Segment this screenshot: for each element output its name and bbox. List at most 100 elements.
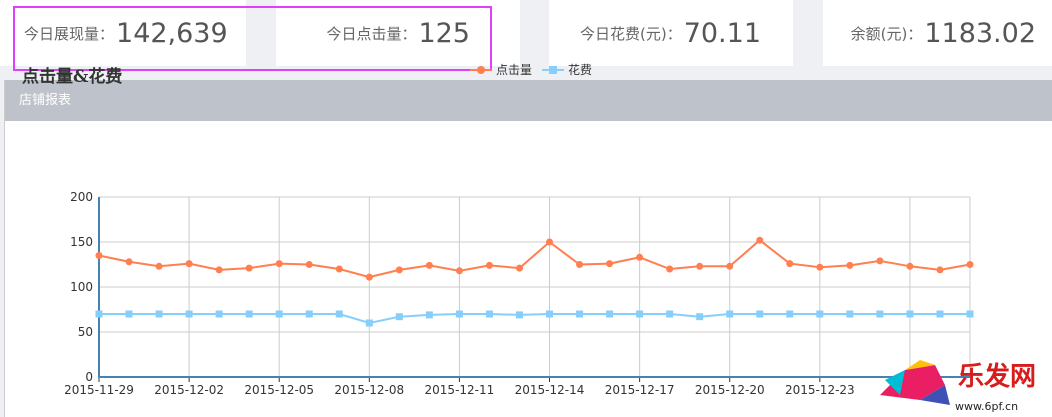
x-tick-label: 2015-12-20 — [695, 383, 765, 397]
legend-label: 花费 — [568, 63, 593, 77]
data-point — [846, 261, 854, 269]
data-point — [425, 261, 433, 269]
data-point — [696, 313, 704, 321]
data-point — [95, 310, 103, 318]
data-point — [606, 310, 614, 318]
watermark-url: www.6pf.cn — [955, 400, 1018, 413]
data-point — [185, 260, 193, 268]
data-point — [756, 236, 764, 244]
stat-balance: 余额(元)： 1183.02 — [823, 0, 1052, 66]
data-point — [515, 264, 523, 272]
data-point — [335, 265, 343, 273]
data-point — [245, 310, 253, 318]
data-point — [906, 310, 914, 318]
stat-value: 125 — [418, 17, 470, 49]
stat-label: 今日展现量： — [24, 24, 115, 43]
x-tick-label: 2015-12-23 — [785, 383, 855, 397]
legend-item-clicks[interactable]: 点击量 — [470, 61, 532, 78]
data-point — [215, 310, 223, 318]
x-tick-label: 2015-12-11 — [425, 383, 495, 397]
store-report-panel: 店铺报表 — [4, 80, 1052, 417]
data-point — [485, 310, 493, 318]
data-point — [606, 260, 614, 268]
stat-cost: 今日花费(元)： 70.11 — [549, 0, 793, 66]
data-point — [485, 261, 493, 269]
data-point — [966, 261, 974, 268]
data-point — [756, 310, 764, 318]
data-point — [425, 311, 433, 319]
stat-impressions: 今日展现量： 142,639 — [0, 0, 246, 66]
data-point — [455, 310, 463, 318]
panel-header: 店铺报表 — [5, 80, 1052, 121]
data-point — [576, 261, 584, 268]
data-point — [395, 313, 403, 321]
stat-value: 1183.02 — [924, 17, 1036, 49]
data-point — [275, 260, 283, 268]
x-tick-label: 2015-12-17 — [605, 383, 675, 397]
series-line — [99, 313, 970, 325]
y-tick-label: 200 — [70, 190, 93, 204]
stat-value: 142,639 — [116, 17, 228, 49]
data-point — [666, 265, 674, 273]
legend: 点击量 花费 — [470, 61, 592, 78]
data-point — [786, 310, 794, 318]
data-point — [275, 310, 283, 318]
data-point — [245, 264, 253, 272]
data-point — [726, 262, 734, 270]
legend-item-cost[interactable]: 花费 — [542, 61, 592, 78]
data-point — [125, 310, 133, 318]
data-point — [636, 310, 644, 318]
data-point — [125, 258, 133, 266]
data-point — [846, 310, 854, 318]
data-point — [666, 310, 674, 318]
stat-label: 余额(元)： — [850, 24, 923, 43]
data-point — [936, 266, 944, 274]
data-point — [966, 310, 974, 318]
data-point — [816, 310, 824, 318]
watermark-text: 乐发网 — [958, 361, 1036, 392]
data-point — [95, 252, 103, 259]
data-point — [636, 253, 644, 261]
x-tick-label: 2015-12-14 — [515, 383, 585, 397]
data-point — [215, 266, 223, 274]
x-tick-label: 2015-12-02 — [154, 383, 224, 397]
chart-title: 点击量&花费 — [22, 67, 123, 87]
data-point — [155, 310, 163, 318]
data-point — [365, 319, 373, 327]
data-point — [455, 267, 463, 275]
stat-value: 70.11 — [683, 17, 761, 49]
data-point — [876, 257, 884, 265]
y-tick-label: 150 — [70, 235, 93, 249]
data-point — [305, 261, 313, 268]
data-point — [185, 310, 193, 318]
watermark-logo — [880, 360, 950, 405]
data-point — [395, 266, 403, 274]
highlight-box — [13, 6, 492, 71]
y-tick-label: 100 — [70, 280, 93, 294]
data-point — [515, 311, 523, 319]
y-tick-label: 0 — [85, 370, 93, 384]
x-tick-label: 2015-12-08 — [334, 383, 404, 397]
data-point — [155, 262, 163, 270]
series-line — [98, 238, 971, 279]
data-point — [816, 263, 824, 271]
data-point — [335, 310, 343, 318]
x-tick-label: 2015-12-05 — [244, 383, 314, 397]
stat-clicks: 今日点击量： 125 — [276, 0, 520, 66]
x-tick-label: 2015-11-29 — [64, 383, 134, 397]
data-point — [876, 310, 884, 318]
data-point — [305, 310, 313, 318]
y-tick-label: 50 — [78, 325, 93, 339]
data-point — [936, 310, 944, 318]
data-point — [365, 273, 373, 281]
data-point — [726, 310, 734, 318]
data-point — [546, 310, 554, 318]
data-point — [696, 262, 704, 270]
stat-label: 今日点击量： — [326, 24, 417, 43]
stat-label: 今日花费(元)： — [579, 24, 682, 43]
data-point — [906, 262, 914, 270]
data-point — [576, 310, 584, 318]
legend-label: 点击量 — [496, 63, 533, 77]
data-point — [786, 260, 794, 268]
